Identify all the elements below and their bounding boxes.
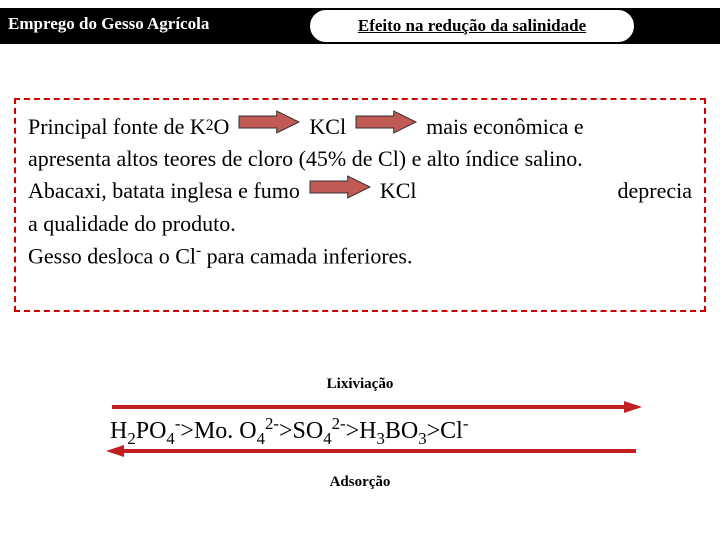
header-badge-text: Efeito na redução da salinidade [358,16,586,36]
text-line1-tail: mais econômica e [426,111,584,143]
header-left-title: Emprego do Gesso Agrícola [8,14,209,34]
main-text-box: Principal fonte de K 2 O KCl mais econôm… [14,98,706,312]
text-k2o-sub: 2 [206,115,214,137]
main-line-3: Abacaxi, batata inglesa e fumo KCl depre… [28,175,692,208]
main-line-4: a qualidade do produto. [28,208,692,240]
main-line-2: apresenta altos teores de cloro (45% de … [28,143,692,175]
arrow-icon [308,175,372,208]
lixiviacao-label: Lixiviação [0,376,720,393]
arrow-icon [237,110,301,143]
text-k2o-prefix: Principal fonte de K [28,111,206,143]
text-line5-a: Gesso desloca o Cl [28,243,196,268]
text-line3-a: Abacaxi, batata inglesa e fumo [28,175,300,207]
adsorcao-label: Adsorção [0,474,720,491]
text-line3-c: deprecia [618,175,693,207]
text-kcl-1: KCl [309,111,346,143]
text-line3-b: KCl [380,175,417,207]
text-k2o-suffix: O [214,111,230,143]
text-line5-b: para camada inferiores. [201,243,412,268]
arrow-icon [354,110,418,143]
main-line-1: Principal fonte de K 2 O KCl mais econôm… [28,110,692,143]
main-line-5: Gesso desloca o Cl- para camada inferior… [28,240,692,272]
header-badge: Efeito na redução da salinidade [308,8,636,44]
long-arrow-left-icon [104,444,644,463]
